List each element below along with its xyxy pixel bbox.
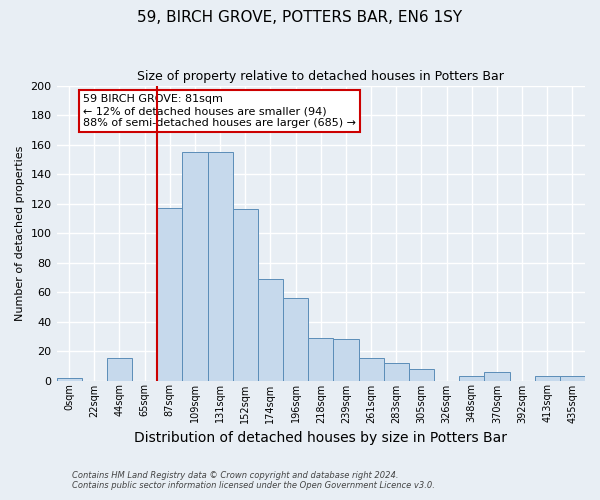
Bar	[208, 152, 233, 380]
Bar	[383, 363, 409, 380]
Bar	[535, 376, 560, 380]
Bar	[258, 279, 283, 380]
Bar	[560, 376, 585, 380]
Bar	[56, 378, 82, 380]
Text: Contains HM Land Registry data © Crown copyright and database right 2024.
Contai: Contains HM Land Registry data © Crown c…	[72, 470, 435, 490]
Y-axis label: Number of detached properties: Number of detached properties	[15, 146, 25, 320]
Text: 59 BIRCH GROVE: 81sqm
← 12% of detached houses are smaller (94)
88% of semi-deta: 59 BIRCH GROVE: 81sqm ← 12% of detached …	[83, 94, 356, 128]
Bar	[359, 358, 383, 380]
Bar	[182, 152, 208, 380]
Bar	[283, 298, 308, 380]
Bar	[308, 338, 334, 380]
Bar	[233, 210, 258, 380]
Bar	[157, 208, 182, 380]
Title: Size of property relative to detached houses in Potters Bar: Size of property relative to detached ho…	[137, 70, 504, 83]
X-axis label: Distribution of detached houses by size in Potters Bar: Distribution of detached houses by size …	[134, 431, 507, 445]
Bar	[107, 358, 132, 380]
Bar	[334, 339, 359, 380]
Bar	[459, 376, 484, 380]
Bar	[409, 368, 434, 380]
Text: 59, BIRCH GROVE, POTTERS BAR, EN6 1SY: 59, BIRCH GROVE, POTTERS BAR, EN6 1SY	[137, 10, 463, 25]
Bar	[484, 372, 509, 380]
